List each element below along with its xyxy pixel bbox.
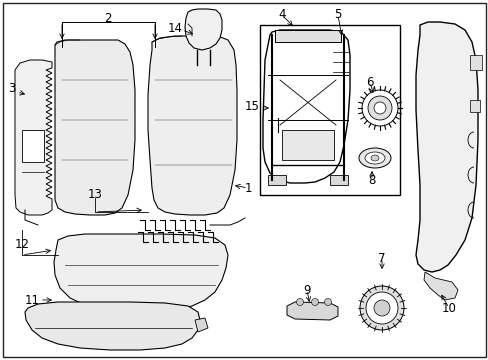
PathPatch shape xyxy=(286,302,337,320)
Circle shape xyxy=(311,298,318,306)
Circle shape xyxy=(373,300,389,316)
Bar xyxy=(469,55,481,70)
PathPatch shape xyxy=(148,36,237,215)
Ellipse shape xyxy=(358,148,390,168)
Ellipse shape xyxy=(370,155,378,161)
PathPatch shape xyxy=(15,60,52,215)
Text: 6: 6 xyxy=(366,76,373,89)
Bar xyxy=(274,30,340,42)
Circle shape xyxy=(296,298,303,306)
Circle shape xyxy=(324,298,331,306)
Bar xyxy=(282,130,333,160)
Bar xyxy=(329,175,347,185)
Bar xyxy=(329,38,351,90)
Circle shape xyxy=(361,90,397,126)
Text: 12: 12 xyxy=(15,238,29,252)
PathPatch shape xyxy=(195,318,207,332)
Ellipse shape xyxy=(364,152,384,164)
Text: 15: 15 xyxy=(244,99,259,112)
PathPatch shape xyxy=(415,22,477,272)
PathPatch shape xyxy=(184,9,222,50)
PathPatch shape xyxy=(25,302,200,350)
Circle shape xyxy=(373,102,385,114)
Text: 10: 10 xyxy=(441,302,455,315)
Text: 9: 9 xyxy=(303,284,310,297)
Bar xyxy=(22,130,44,162)
Bar xyxy=(271,100,285,118)
Circle shape xyxy=(367,96,391,120)
Text: 7: 7 xyxy=(378,252,385,265)
Text: 8: 8 xyxy=(367,174,375,186)
Circle shape xyxy=(365,292,397,324)
Text: 14: 14 xyxy=(167,22,182,35)
PathPatch shape xyxy=(423,272,457,300)
Bar xyxy=(335,88,346,100)
Circle shape xyxy=(273,131,282,139)
Text: 11: 11 xyxy=(24,293,40,306)
Bar xyxy=(260,25,399,195)
PathPatch shape xyxy=(54,234,227,312)
Text: 2: 2 xyxy=(104,12,112,24)
Text: 5: 5 xyxy=(334,9,341,22)
Text: 4: 4 xyxy=(278,9,285,22)
Circle shape xyxy=(359,286,403,330)
Text: 1: 1 xyxy=(244,181,251,194)
PathPatch shape xyxy=(55,40,135,215)
Bar xyxy=(267,175,285,185)
Text: 3: 3 xyxy=(8,81,16,94)
Bar xyxy=(469,100,479,112)
Text: 13: 13 xyxy=(87,189,102,202)
